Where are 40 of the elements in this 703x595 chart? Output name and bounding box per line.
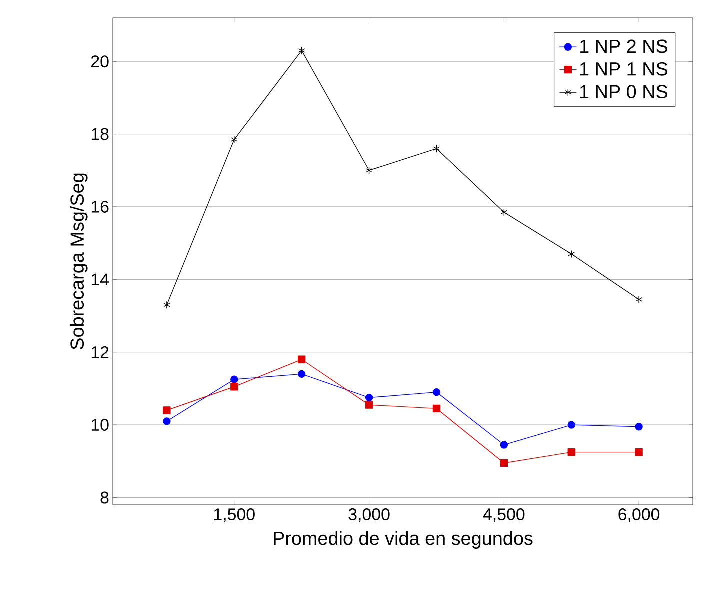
point — [230, 376, 238, 384]
point — [298, 356, 306, 364]
point — [365, 394, 374, 402]
y-tick-label: 18 — [92, 128, 109, 140]
x-tick-label: 6,000 — [618, 508, 660, 523]
point — [432, 388, 441, 396]
point — [568, 448, 576, 456]
point — [298, 370, 306, 378]
x-tick-label: 3,000 — [348, 508, 390, 523]
legend-label: 1 NP 2 NS — [580, 40, 668, 54]
legend-label: 1 NP 0 NS — [580, 85, 668, 99]
point — [163, 418, 171, 426]
point — [230, 383, 238, 391]
point — [568, 421, 576, 429]
y-tick-label: 16 — [92, 200, 109, 213]
point — [366, 166, 373, 174]
point — [635, 448, 643, 456]
x-tick-label: 1,500 — [214, 508, 255, 523]
y-tick-label: 12 — [92, 346, 109, 358]
point — [365, 401, 374, 409]
point — [500, 441, 508, 449]
point — [635, 423, 643, 431]
point — [231, 136, 238, 144]
point — [163, 406, 171, 414]
y-tick-label: 10 — [92, 419, 109, 432]
point — [500, 459, 508, 468]
y-tick-label: 14 — [92, 274, 109, 286]
y-tick-label: 8 — [100, 492, 109, 504]
point — [636, 296, 642, 304]
point — [500, 208, 508, 216]
point — [164, 301, 170, 309]
y-axis-title: Sobrecarga Msg/Seg — [70, 174, 88, 350]
x-axis-title: Promedio de vida en segundos — [274, 531, 533, 549]
legend-label: 1 NP 1 NS — [580, 62, 668, 76]
point — [432, 404, 441, 413]
x-tick-label: 4,500 — [483, 508, 525, 523]
y-tick-label: 20 — [92, 56, 109, 68]
point — [568, 250, 575, 258]
point — [298, 46, 306, 55]
point — [433, 144, 440, 153]
